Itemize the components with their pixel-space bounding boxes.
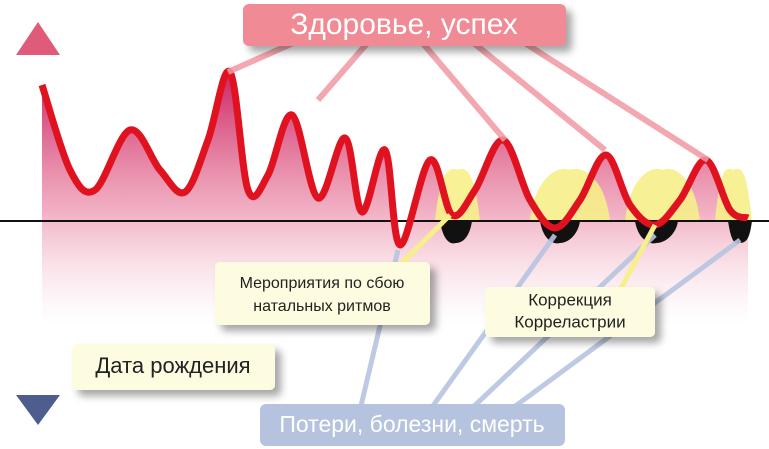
correction-line: Коррекция xyxy=(528,290,612,309)
birth-label: Дата рождения xyxy=(95,353,250,378)
life-curve xyxy=(38,67,750,249)
arrow-down xyxy=(16,395,60,425)
life-area xyxy=(42,71,748,325)
correction-box xyxy=(485,287,655,337)
birth-box xyxy=(72,344,275,390)
losses-box xyxy=(260,404,565,446)
measures-box xyxy=(215,262,430,325)
health-box xyxy=(243,4,566,46)
wave-part xyxy=(715,168,752,221)
health-label: Здоровье, успех xyxy=(290,8,518,41)
measures-line: Мероприятия по сбою xyxy=(240,275,405,292)
measures-callout xyxy=(398,213,452,267)
losses-label: Потери, болезни, смерть xyxy=(279,411,544,437)
wave-part xyxy=(728,221,752,244)
correction-line: Корреластрии xyxy=(514,312,625,331)
wave-part xyxy=(440,221,472,244)
arrow-up xyxy=(16,22,60,55)
wave-part xyxy=(625,168,700,221)
correction-callout xyxy=(617,223,658,292)
measures-line: натальных ритмов xyxy=(253,298,390,315)
